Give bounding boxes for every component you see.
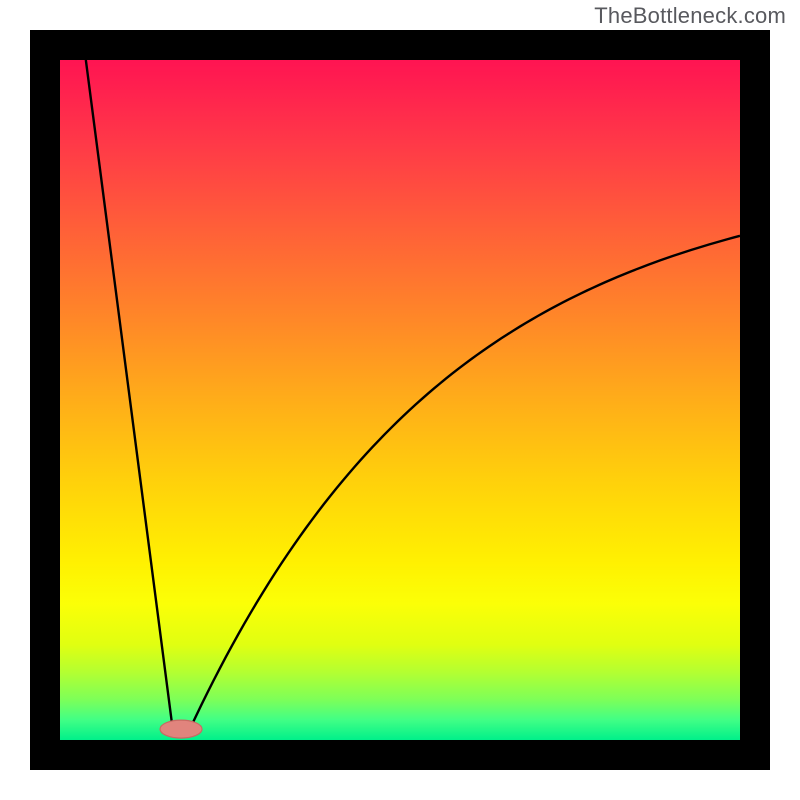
attribution-text: TheBottleneck.com bbox=[594, 3, 786, 29]
chart-container: TheBottleneck.com bbox=[0, 0, 800, 800]
apex-marker bbox=[160, 720, 202, 738]
chart-svg bbox=[0, 0, 800, 800]
